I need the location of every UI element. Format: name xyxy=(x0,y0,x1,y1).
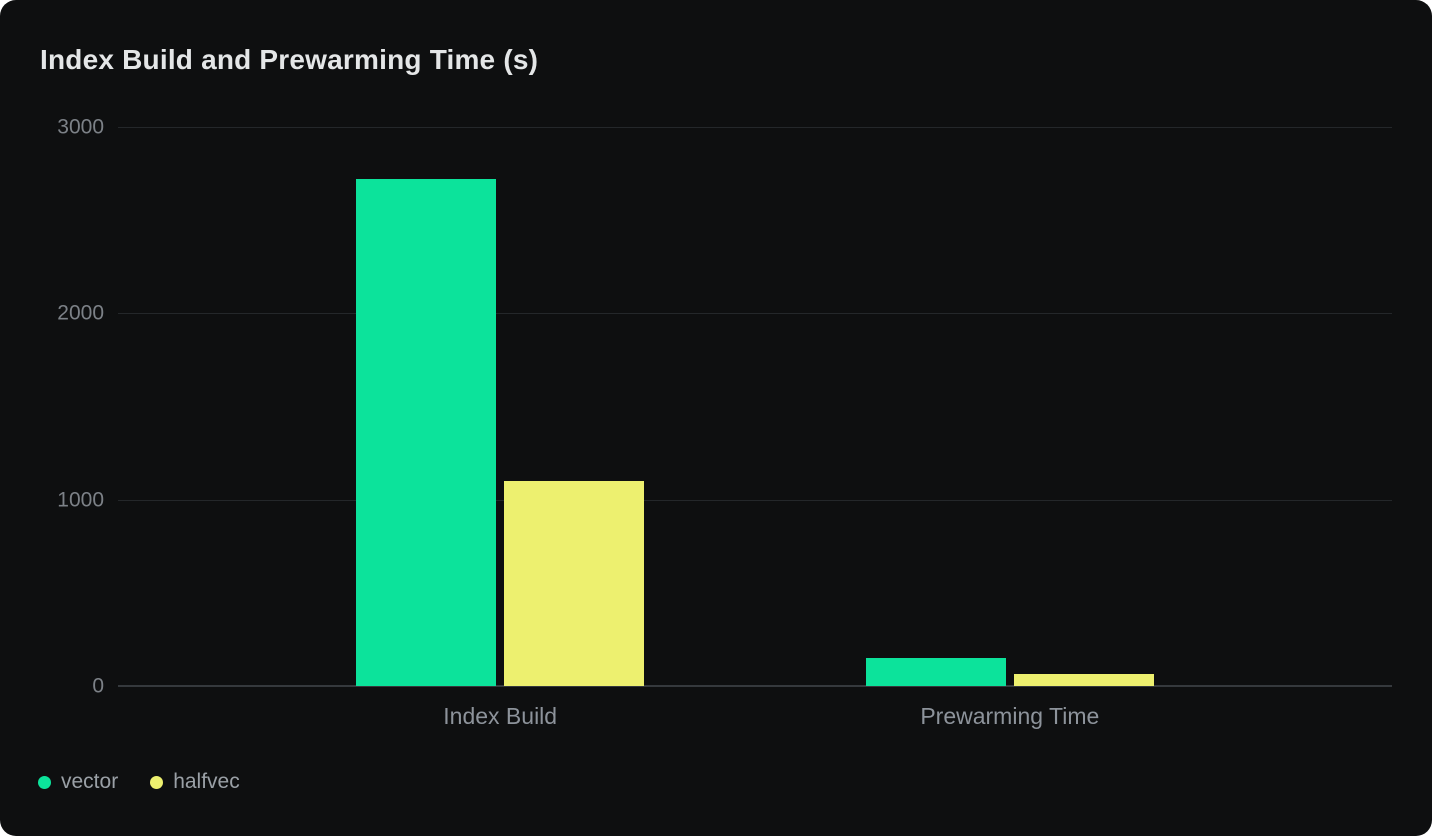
legend-item-halfvec[interactable]: halfvec xyxy=(150,770,240,794)
y-tick-label: 2000 xyxy=(57,301,104,325)
legend: vector halfvec xyxy=(38,770,240,794)
gridline xyxy=(118,127,1392,128)
legend-item-label: halfvec xyxy=(173,770,240,793)
legend-dot-icon xyxy=(150,775,164,789)
x-category-label: Index Build xyxy=(443,703,558,729)
bar-vector-index-build[interactable] xyxy=(356,179,497,686)
y-tick-label: 0 xyxy=(92,674,104,698)
y-tick-label: 1000 xyxy=(57,488,104,512)
y-tick-label: 3000 xyxy=(57,115,104,139)
legend-dot-icon xyxy=(38,775,51,789)
bar-vector-prewarming-time[interactable] xyxy=(865,658,1006,686)
gridline xyxy=(118,499,1392,501)
chart-title: Index Build and Prewarming Time (s) xyxy=(40,44,539,75)
x-category-label: Prewarming Time xyxy=(920,703,1100,729)
bar-halfvec-index-build[interactable] xyxy=(504,481,645,686)
x-axis-baseline xyxy=(118,685,1392,687)
legend-item-label: vector xyxy=(61,770,119,793)
gridline xyxy=(118,313,1392,315)
bar-halfvec-prewarming-time[interactable] xyxy=(1013,673,1154,686)
legend-item-vector[interactable]: vector xyxy=(38,770,118,794)
